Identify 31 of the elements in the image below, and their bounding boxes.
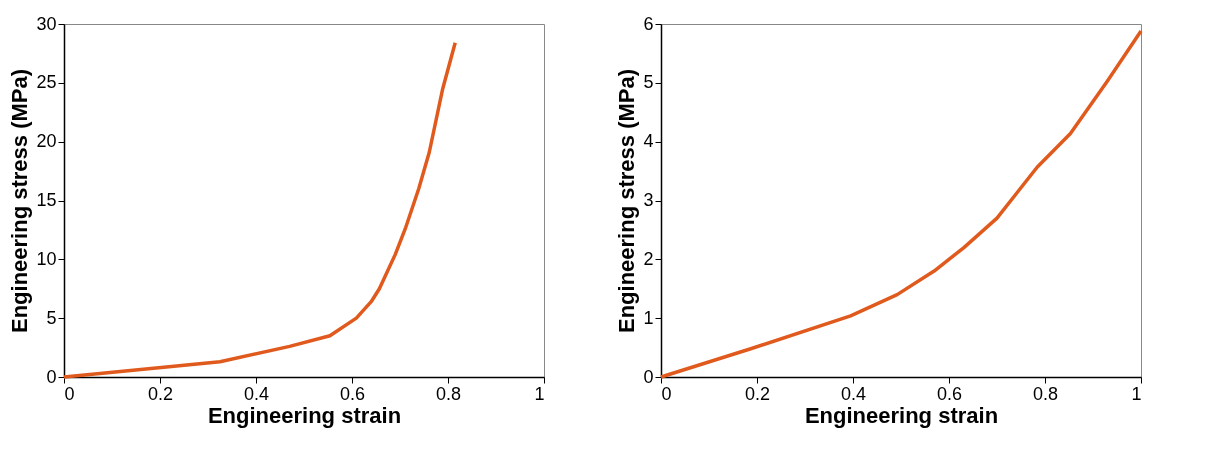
y-axis-title: Engineering stress (MPa) <box>614 68 640 334</box>
x-tick-label: 0.6 <box>339 383 366 404</box>
x-tick-label: 0.8 <box>435 383 462 404</box>
x-tick-label: 0.6 <box>936 383 963 404</box>
x-tick-label: 0 <box>64 383 75 404</box>
x-axis-title: Engineering strain <box>207 402 402 428</box>
y-tick-label: 15 <box>36 190 57 210</box>
x-tick-label: 0.8 <box>1032 383 1059 404</box>
x-tick-label: 0.2 <box>147 383 174 404</box>
y-tick-label: 3 <box>643 190 654 210</box>
y-tick-label: 20 <box>36 131 57 152</box>
y-tick-label: 0 <box>46 366 57 387</box>
y-tick-label: 0 <box>643 366 654 387</box>
x-tick-label: 0 <box>661 383 672 404</box>
x-tick-label: 0.4 <box>243 383 270 404</box>
x-tick-label: 0.4 <box>840 383 867 404</box>
y-axis-title: Engineering stress (MPa) <box>7 68 33 334</box>
y-tick-label: 6 <box>643 13 654 34</box>
x-tick-label: 0.2 <box>744 383 771 404</box>
y-tick-label: 2 <box>643 248 654 269</box>
line-series <box>62 41 457 379</box>
y-tick-label: 5 <box>643 72 654 93</box>
y-tick-label: 1 <box>643 307 654 328</box>
x-tick-label: 1 <box>534 383 545 404</box>
y-tick-label: 25 <box>36 72 57 93</box>
x-axis-title: Engineering strain <box>804 402 999 428</box>
x-tick-label: 1 <box>1131 383 1142 404</box>
y-tick-label: 30 <box>36 13 57 34</box>
y-tick-label: 4 <box>643 131 654 152</box>
y-tick-label: 5 <box>46 307 57 328</box>
y-tick-label: 10 <box>36 248 57 269</box>
